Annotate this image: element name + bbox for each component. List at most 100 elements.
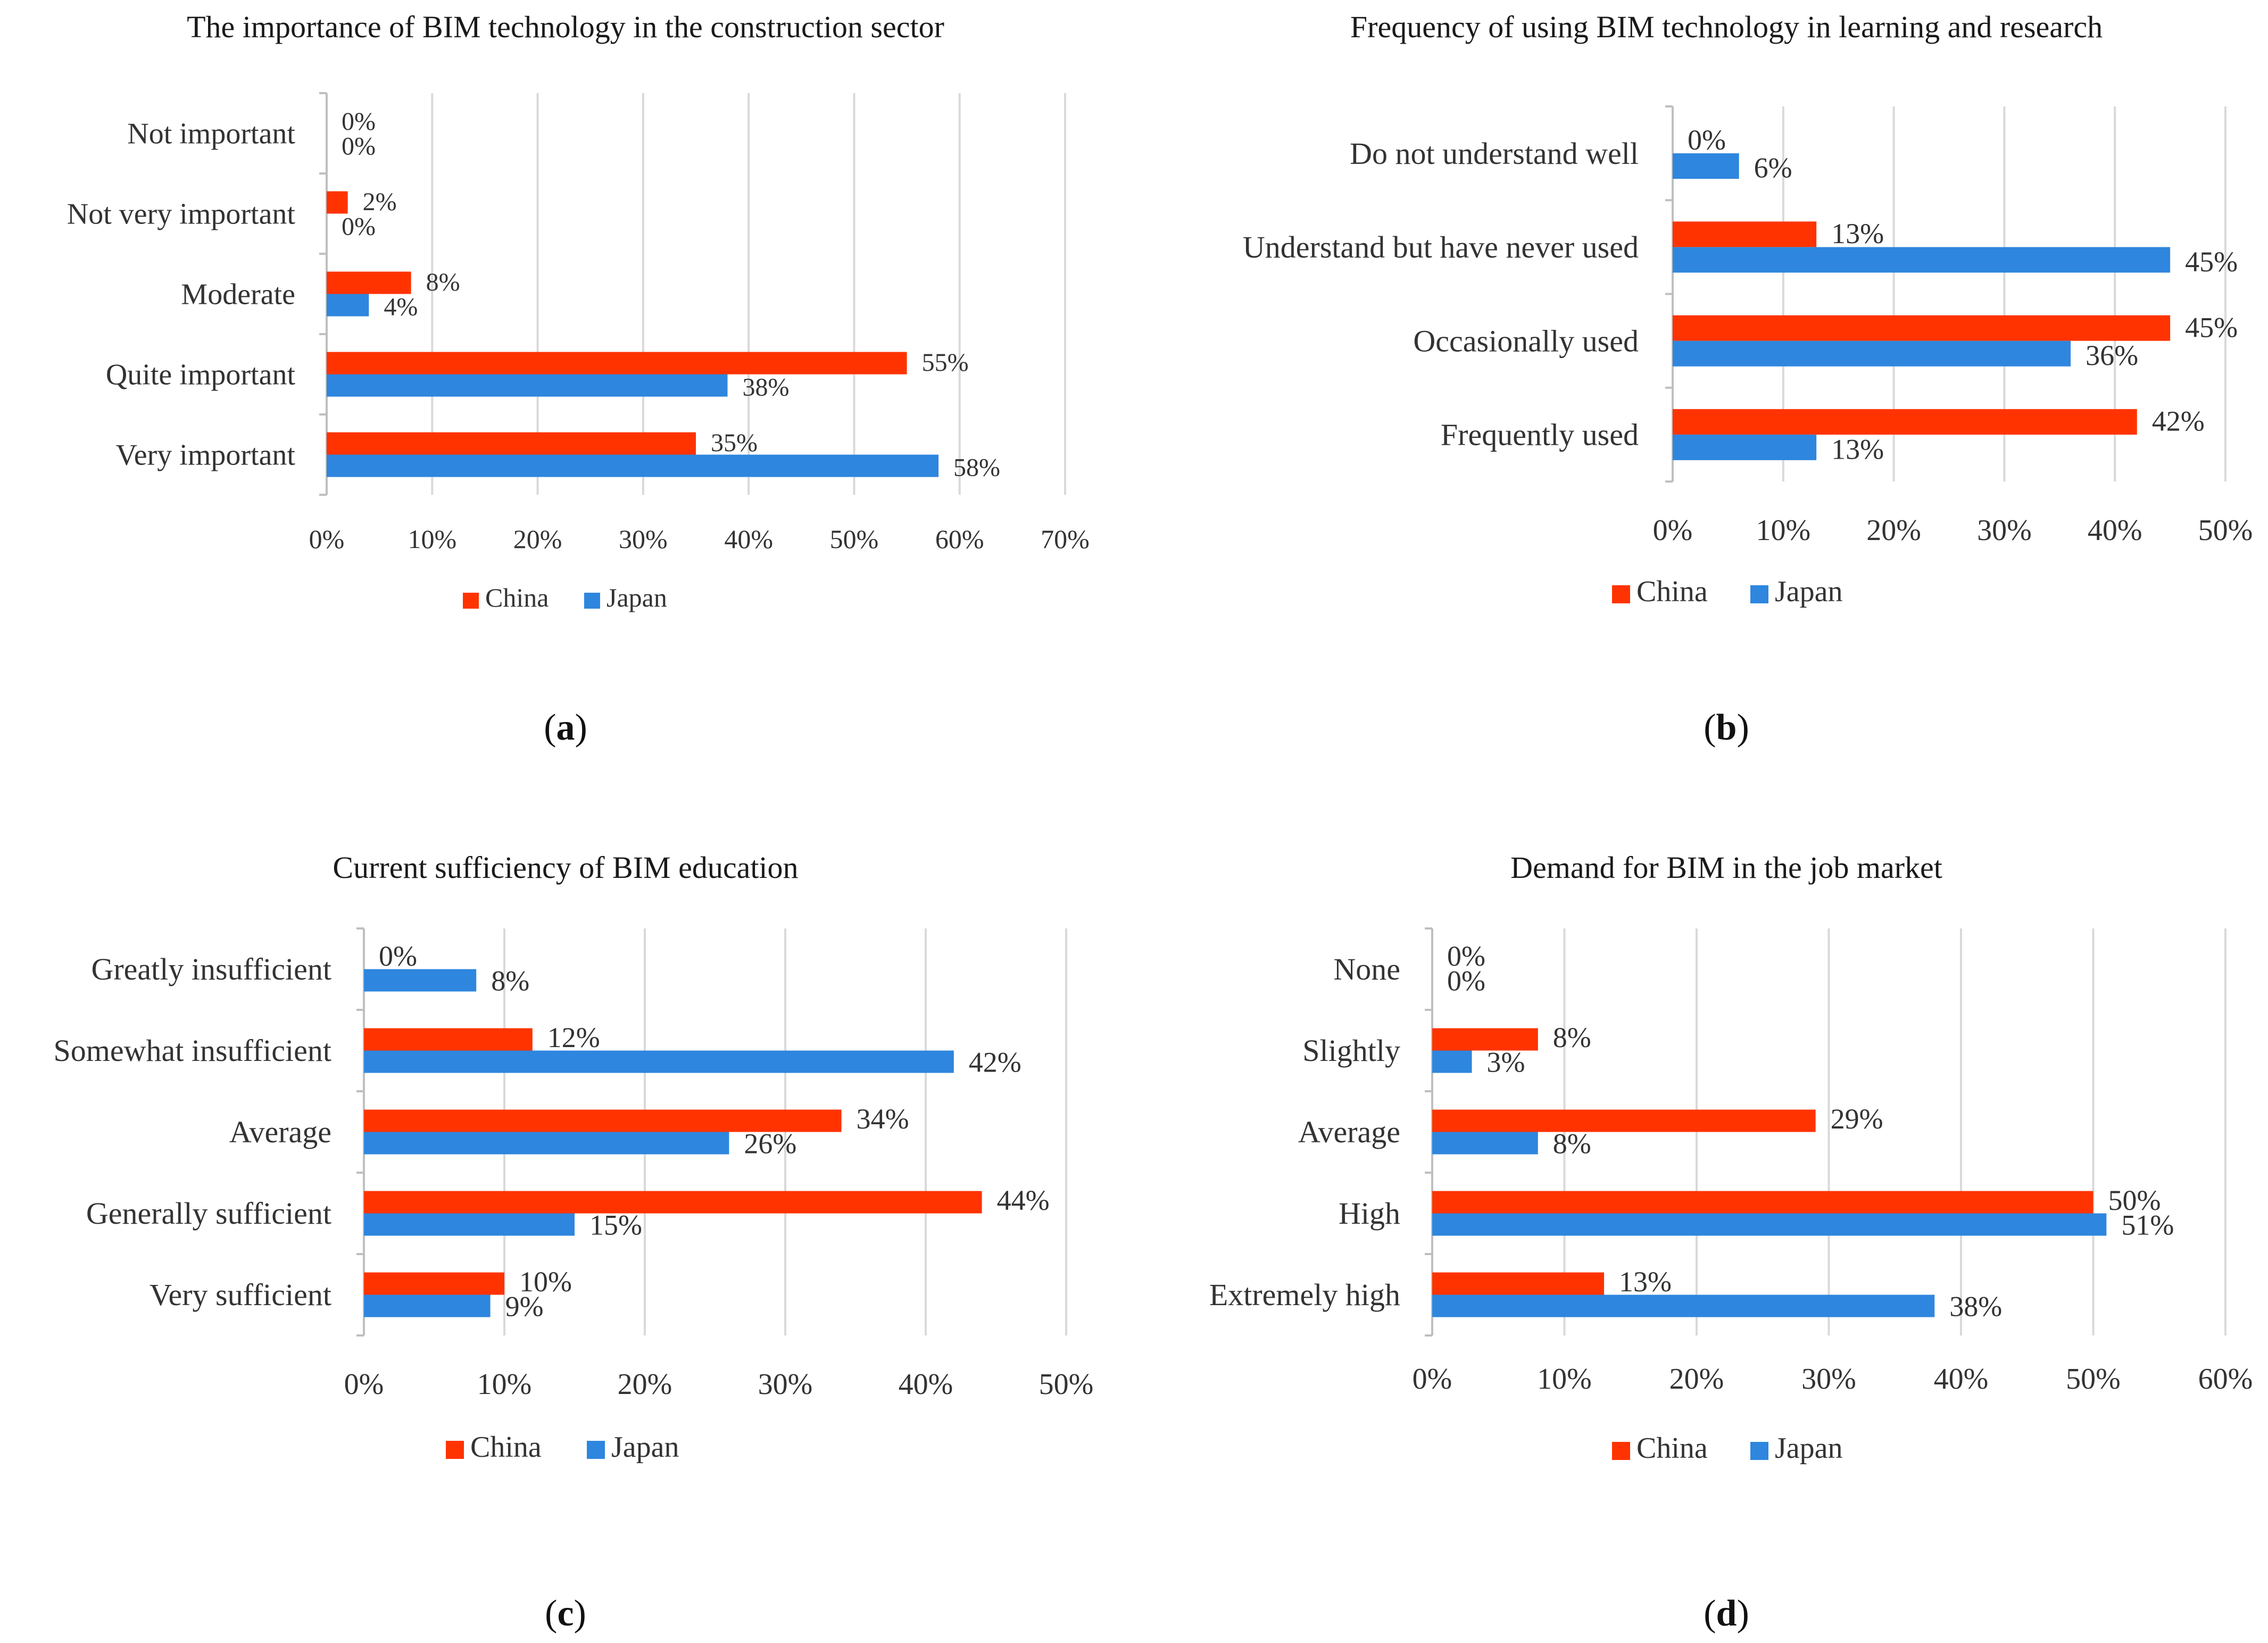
bar-japan xyxy=(1673,247,2171,273)
bar-china xyxy=(327,352,907,375)
category-label: Not important xyxy=(127,118,295,151)
category-label: Quite important xyxy=(106,359,296,392)
chart-title: Frequency of using BIM technology in lea… xyxy=(1350,10,2103,44)
x-tick-label: 50% xyxy=(2066,1363,2121,1396)
bar-china xyxy=(1432,1109,1816,1132)
category-label: Frequently used xyxy=(1441,418,1639,452)
data-label-japan: 0% xyxy=(342,132,376,160)
bar-japan xyxy=(364,1295,491,1317)
x-tick-label: 30% xyxy=(619,524,668,554)
data-label-china: 42% xyxy=(2152,405,2205,437)
category-label: High xyxy=(1339,1196,1400,1231)
data-label-china: 45% xyxy=(2185,311,2238,343)
data-label-china: 13% xyxy=(1619,1266,1672,1298)
data-label-china: 34% xyxy=(857,1103,909,1135)
data-label-china: 50% xyxy=(2108,1184,2161,1216)
chart-d: Demand for BIM in the job market 0% 10% 20%… xyxy=(1209,850,2253,1634)
x-tick-label: 20% xyxy=(618,1368,672,1401)
bar-japan xyxy=(327,454,939,477)
x-tick-label: 60% xyxy=(2198,1363,2253,1396)
x-tick-label: 20% xyxy=(1669,1363,1724,1396)
bar-japan xyxy=(364,969,477,992)
legend-label-japan: Japan xyxy=(607,583,667,612)
panel-caption: (c) xyxy=(545,1593,586,1634)
data-label-japan: 38% xyxy=(1949,1290,2002,1322)
legend-swatch-japan xyxy=(584,593,600,609)
legend-label-china: China xyxy=(1636,1432,1708,1465)
x-tick-label: 50% xyxy=(1039,1368,1094,1401)
bar-china xyxy=(1673,315,2171,341)
bar-japan xyxy=(1432,1132,1538,1155)
panel-caption: (b) xyxy=(1704,707,1749,748)
x-tick-label: 30% xyxy=(1801,1363,1856,1396)
legend-swatch-japan xyxy=(1750,1442,1768,1460)
x-tick-label: 10% xyxy=(1537,1363,1592,1396)
category-label: Not very important xyxy=(67,198,296,231)
chart-title: Current sufficiency of BIM education xyxy=(333,850,798,885)
bar-japan xyxy=(327,374,728,397)
data-label-china: 13% xyxy=(1831,218,1884,250)
panel-caption: (a) xyxy=(544,707,587,748)
bar-japan xyxy=(364,1050,954,1073)
bar-japan xyxy=(364,1132,729,1155)
bar-china xyxy=(364,1191,982,1214)
data-label-japan: 8% xyxy=(491,965,529,997)
category-label: Do not understand well xyxy=(1350,136,1639,171)
category-label: Somewhat insufficient xyxy=(54,1033,331,1068)
bar-japan xyxy=(1432,1213,2107,1236)
data-label-china: 8% xyxy=(1553,1022,1591,1053)
bar-china xyxy=(364,1109,842,1132)
legend-label-japan: Japan xyxy=(611,1431,679,1464)
x-tick-label: 10% xyxy=(408,524,456,554)
data-label-japan: 0% xyxy=(1447,965,1485,997)
category-label: Slightly xyxy=(1302,1033,1400,1068)
chart-b: Frequency of using BIM technology in lea… xyxy=(1243,10,2253,748)
x-tick-label: 10% xyxy=(1756,514,1810,547)
bar-china xyxy=(364,1028,533,1051)
x-tick-label: 30% xyxy=(1977,514,2032,547)
category-label: Greatly insufficient xyxy=(91,952,331,986)
legend-swatch-china xyxy=(446,1441,464,1459)
bar-japan xyxy=(1432,1050,1472,1073)
bar-china xyxy=(364,1272,504,1295)
legend-label-china: China xyxy=(485,583,549,612)
panel-caption: (d) xyxy=(1704,1593,1749,1634)
x-tick-label: 30% xyxy=(758,1368,813,1401)
x-tick-label: 10% xyxy=(477,1368,532,1401)
data-label-china: 0% xyxy=(1447,940,1485,972)
legend-swatch-china xyxy=(1612,1442,1630,1460)
data-label-japan: 58% xyxy=(953,453,1000,482)
x-tick-label: 0% xyxy=(344,1368,384,1401)
data-label-japan: 26% xyxy=(744,1127,796,1159)
bar-japan xyxy=(364,1213,575,1236)
category-label: Very sufficient xyxy=(149,1277,331,1312)
x-tick-label: 40% xyxy=(2088,514,2142,547)
legend-label-japan: Japan xyxy=(1775,1432,1843,1465)
data-label-china: 29% xyxy=(1831,1103,1883,1135)
x-tick-label: 40% xyxy=(1934,1363,1989,1396)
category-label: Occasionally used xyxy=(1413,323,1639,358)
data-label-china: 2% xyxy=(363,188,397,216)
x-tick-label: 20% xyxy=(513,524,562,554)
data-label-japan: 9% xyxy=(505,1290,544,1322)
category-label: Very important xyxy=(116,439,296,472)
data-label-japan: 13% xyxy=(1831,433,1884,465)
data-label-japan: 51% xyxy=(2121,1209,2174,1241)
data-label-china: 0% xyxy=(379,940,417,972)
bar-china xyxy=(327,271,411,294)
data-label-japan: 3% xyxy=(1487,1046,1525,1078)
x-tick-label: 0% xyxy=(309,524,345,554)
x-tick-label: 0% xyxy=(1653,514,1693,547)
data-label-china: 0% xyxy=(1688,124,1726,156)
category-label: Moderate xyxy=(181,278,295,311)
legend-swatch-japan xyxy=(1750,585,1768,603)
category-label: Average xyxy=(229,1115,331,1149)
category-label: Generally sufficient xyxy=(86,1196,331,1231)
data-label-japan: 6% xyxy=(1754,152,1792,184)
data-label-china: 12% xyxy=(547,1022,600,1053)
data-label-japan: 4% xyxy=(384,293,418,321)
x-tick-label: 50% xyxy=(830,524,879,554)
bar-china xyxy=(1432,1191,2093,1214)
x-tick-label: 0% xyxy=(1413,1363,1452,1396)
